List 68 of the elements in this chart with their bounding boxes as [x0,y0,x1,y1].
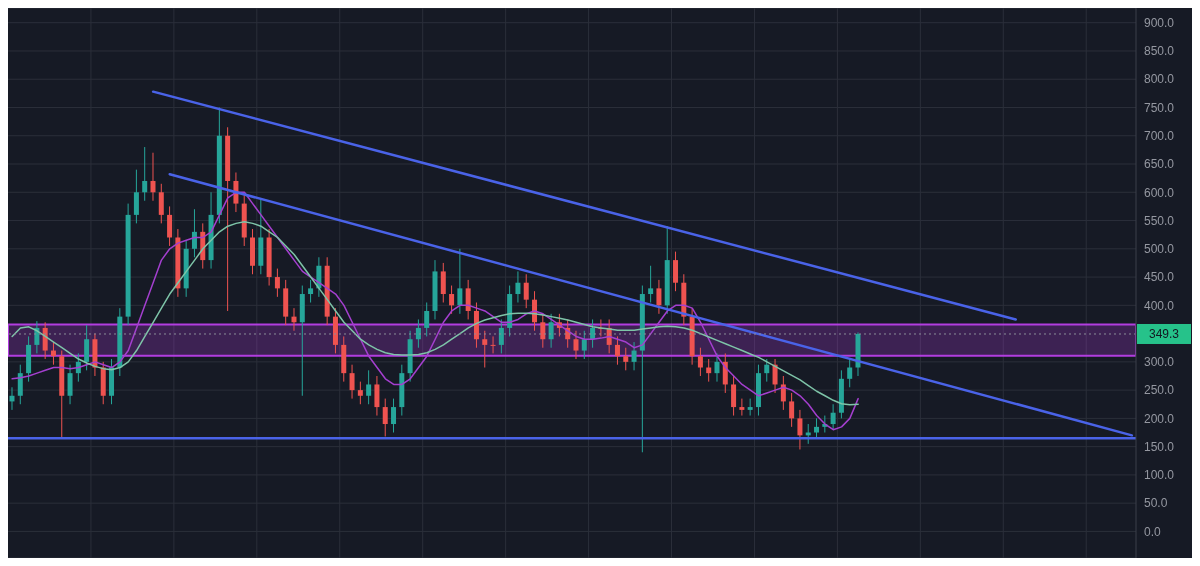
y-tick-label: 850.0 [1144,44,1175,59]
y-tick-label: 250.0 [1144,383,1175,398]
candlestick [847,358,853,388]
candlestick [167,205,173,247]
candlestick [780,375,786,411]
candlestick [191,208,197,258]
candlestick [797,409,803,450]
candlestick [789,392,795,428]
y-tick-label: 450.0 [1144,270,1175,285]
candlestick [614,335,620,366]
candlestick [764,358,770,383]
candlestick [523,273,529,309]
candlestick [349,364,355,400]
y-tick-label: 300.0 [1144,355,1175,370]
y-tick-label: 700.0 [1144,129,1175,144]
candlestick [308,279,314,303]
y-tick-label: 400.0 [1144,298,1175,313]
candlestick [623,347,629,371]
y-tick-label: 100.0 [1144,468,1175,483]
y-tick-label: 750.0 [1144,100,1175,115]
candlestick [648,265,654,303]
y-tick-label: 50.0 [1144,496,1168,511]
candlestick [731,375,737,417]
candlestick [498,318,504,354]
candlestick [449,285,455,315]
candlestick [515,270,521,303]
candlestick [465,279,471,320]
candlestick [673,251,679,292]
candlestick [656,279,662,315]
candlestick [548,313,554,349]
candlestick [457,248,463,315]
candlestick [830,403,836,431]
candlestick [631,341,637,371]
y-tick-label: 650.0 [1144,157,1175,172]
candlestick [142,146,148,202]
candlestick [714,352,720,383]
y-tick-label: 900.0 [1144,15,1175,30]
y-tick-label: 150.0 [1144,439,1175,454]
y-tick-label: 600.0 [1144,185,1175,200]
candlestick [490,335,496,354]
candlestick [133,169,139,224]
y-tick-label: 0.0 [1144,524,1162,539]
candlestick [84,324,90,371]
candlestick [150,152,156,202]
candlestick [573,330,579,360]
candlestick [391,398,397,434]
y-tick-label: 200.0 [1144,411,1175,426]
candlestick [697,347,703,377]
line-series [11,220,859,406]
ref-line-label: 349.3 [1148,326,1180,341]
candlestick [17,364,23,405]
candlestick [374,375,380,417]
candlestick [382,398,388,437]
candlestick [67,364,73,405]
candlestick [274,268,280,298]
candlestick [482,330,488,369]
y-tick-label: 550.0 [1144,213,1175,228]
candlestick [440,262,446,303]
candlestick [424,302,430,337]
candlestick [366,369,372,405]
candlestick [814,417,820,439]
candlestick [581,330,587,360]
candlestick [739,398,745,417]
candlestick [158,183,164,224]
candlestick [540,313,546,349]
candlestick [357,381,363,405]
y-tick-label: 500.0 [1144,242,1175,257]
y-tick-label: 800.0 [1144,72,1175,87]
